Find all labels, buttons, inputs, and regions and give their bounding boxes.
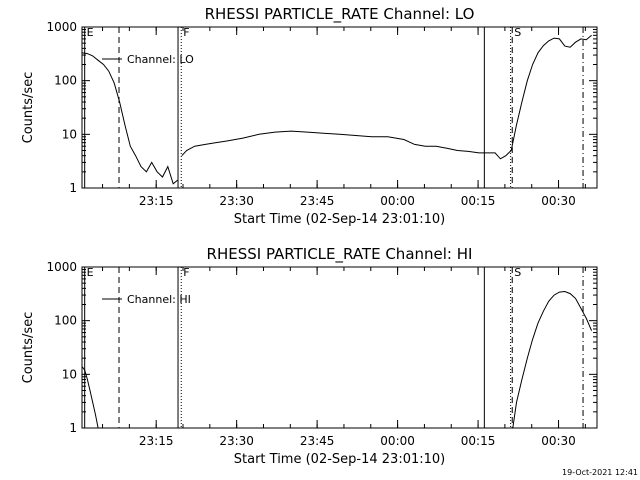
chart-0-x-tick-label-0: 23:15: [139, 194, 174, 208]
chart-0-title: RHESSI PARTICLE_RATE Channel: LO: [205, 5, 475, 24]
chart-1-legend-label: Channel: HI: [127, 293, 191, 306]
chart-1-x-tick-label-2: 23:45: [300, 434, 335, 448]
chart-1-series-line-0-segment-0: [81, 366, 99, 429]
chart-1-y-tick-label-2: 100: [54, 314, 77, 328]
chart-1-x-tick-label-4: 00:15: [461, 434, 496, 448]
chart-1-event-marker-label-3: F: [183, 266, 189, 279]
chart-0-x-tick-label-5: 00:30: [541, 194, 576, 208]
chart-0-series-line-0-segment-1: [181, 34, 592, 160]
chart-1-y-tick-label-1: 10: [62, 367, 77, 381]
chart-1-x-tick-label-0: 23:15: [139, 434, 174, 448]
chart-1-x-tick-label-3: 00:00: [380, 434, 415, 448]
chart-0-y-tick-label-3: 1000: [46, 20, 77, 34]
chart-0-x-tick-label-1: 23:30: [219, 194, 254, 208]
chart-1-x-axis-label: Start Time (02-Sep-14 23:01:10): [234, 452, 445, 467]
chart-1-title: RHESSI PARTICLE_RATE Channel: HI: [207, 245, 473, 264]
chart-1-y-tick-label-0: 1: [69, 421, 77, 435]
chart-1-event-marker-label-0: E: [87, 266, 94, 279]
chart-0-series-line-0-segment-0: [81, 52, 178, 185]
chart-0-x-tick-label-3: 00:00: [380, 194, 415, 208]
chart-0-x-axis-label: Start Time (02-Sep-14 23:01:10): [234, 212, 445, 227]
chart-1-y-tick-label-3: 1000: [46, 260, 77, 274]
panel-hi-channel: RHESSI PARTICLE_RATE Channel: HI Start Ti…: [21, 245, 598, 467]
chart-0-event-marker-label-6: S: [514, 26, 521, 39]
chart-0-event-marker-label-0: E: [87, 26, 94, 39]
chart-0-event-marker-label-3: F: [183, 26, 189, 39]
chart-0-legend-label: Channel: LO: [127, 53, 194, 66]
chart-0-y-axis-label: Counts/sec: [21, 72, 36, 144]
chart-0-plot-frame: [81, 26, 598, 189]
chart-1-x-tick-label-5: 00:30: [541, 434, 576, 448]
panel-lo-channel: RHESSI PARTICLE_RATE Channel: LO Start Ti…: [21, 5, 598, 227]
chart-1-y-axis-label: Counts/sec: [21, 312, 36, 384]
chart-1-x-tick-label-1: 23:30: [219, 434, 254, 448]
chart-1-event-marker-label-6: S: [514, 266, 521, 279]
chart-1-series-line-0-segment-1: [512, 290, 593, 429]
chart-1-plot-frame: [81, 266, 598, 429]
chart-0-y-tick-label-1: 10: [62, 127, 77, 141]
chart-0-x-tick-label-4: 00:15: [461, 194, 496, 208]
generation-timestamp: 19-Oct-2021 12:41: [562, 468, 638, 477]
chart-0-y-tick-label-2: 100: [54, 74, 77, 88]
chart-0-x-tick-label-2: 23:45: [300, 194, 335, 208]
chart-0-y-tick-label-0: 1: [69, 181, 77, 195]
